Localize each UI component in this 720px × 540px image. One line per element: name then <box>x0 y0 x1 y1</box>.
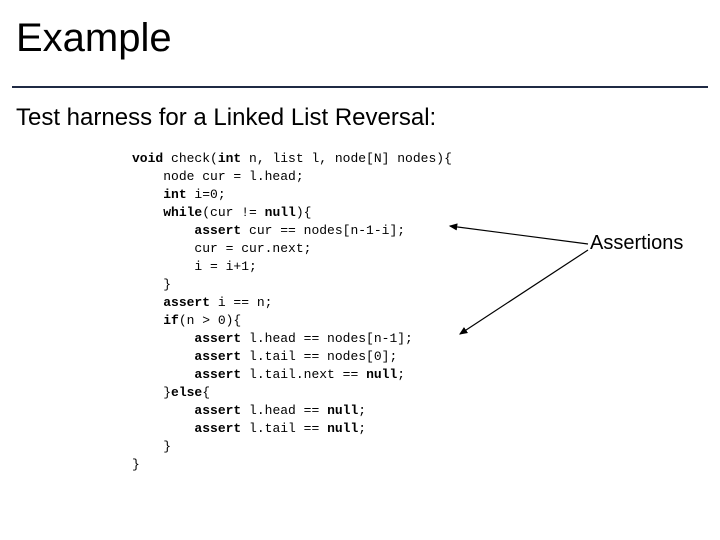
code-line: assert l.tail.next == null; <box>132 366 562 384</box>
code-line: }else{ <box>132 384 562 402</box>
code-line: } <box>132 438 562 456</box>
code-line: assert l.head == null; <box>132 402 562 420</box>
code-keyword: null <box>366 367 397 382</box>
title-divider <box>12 86 708 88</box>
code-line: assert i == n; <box>132 294 562 312</box>
code-keyword: void <box>132 151 163 166</box>
code-keyword: assert <box>194 421 241 436</box>
code-keyword: int <box>218 151 241 166</box>
slide-subtitle: Test harness for a Linked List Reversal: <box>16 104 436 132</box>
code-line: void check(int n, list l, node[N] nodes)… <box>132 150 562 168</box>
code-line: int i=0; <box>132 186 562 204</box>
code-line: i = i+1; <box>132 258 562 276</box>
code-keyword: while <box>163 205 202 220</box>
code-keyword: assert <box>194 331 241 346</box>
code-keyword: assert <box>194 403 241 418</box>
code-line: node cur = l.head; <box>132 168 562 186</box>
code-line: while(cur != null){ <box>132 204 562 222</box>
code-keyword: null <box>327 421 358 436</box>
code-keyword: null <box>327 403 358 418</box>
code-line: } <box>132 456 562 474</box>
code-line: if(n > 0){ <box>132 312 562 330</box>
code-line: assert l.tail == nodes[0]; <box>132 348 562 366</box>
code-line: cur = cur.next; <box>132 240 562 258</box>
code-line: assert cur == nodes[n-1-i]; <box>132 222 562 240</box>
code-keyword: if <box>163 313 179 328</box>
annotation-label: Assertions <box>590 232 683 255</box>
slide: Example Test harness for a Linked List R… <box>0 0 720 540</box>
code-block: void check(int n, list l, node[N] nodes)… <box>132 150 562 474</box>
code-keyword: assert <box>194 223 241 238</box>
code-keyword: int <box>163 187 186 202</box>
code-line: assert l.head == nodes[n-1]; <box>132 330 562 348</box>
code-keyword: assert <box>163 295 210 310</box>
code-keyword: assert <box>194 367 241 382</box>
code-line: assert l.tail == null; <box>132 420 562 438</box>
slide-title: Example <box>16 16 172 60</box>
code-keyword: else <box>171 385 202 400</box>
code-line: } <box>132 276 562 294</box>
code-keyword: null <box>265 205 296 220</box>
code-keyword: assert <box>194 349 241 364</box>
